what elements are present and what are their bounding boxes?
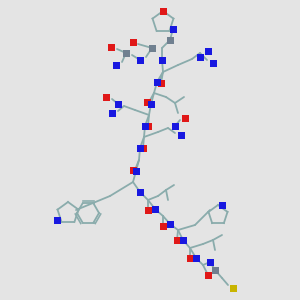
- Bar: [152, 206, 158, 212]
- Bar: [53, 217, 61, 224]
- Bar: [109, 110, 116, 116]
- Bar: [160, 8, 167, 14]
- Bar: [158, 56, 166, 64]
- Bar: [160, 223, 167, 230]
- Bar: [136, 145, 143, 152]
- Bar: [122, 50, 130, 56]
- Bar: [196, 53, 203, 61]
- Bar: [182, 115, 188, 122]
- Bar: [142, 122, 148, 130]
- Bar: [136, 56, 143, 64]
- Bar: [158, 80, 164, 86]
- Bar: [205, 47, 212, 55]
- Bar: [130, 38, 136, 46]
- Bar: [112, 61, 119, 68]
- Bar: [145, 206, 152, 214]
- Bar: [154, 79, 160, 86]
- Bar: [206, 259, 214, 266]
- Bar: [136, 188, 143, 196]
- Bar: [179, 236, 187, 244]
- Bar: [193, 254, 200, 262]
- Bar: [167, 220, 173, 227]
- Bar: [130, 167, 136, 173]
- Bar: [107, 44, 115, 50]
- Bar: [140, 145, 146, 152]
- Bar: [187, 254, 194, 262]
- Bar: [230, 284, 236, 292]
- Bar: [148, 44, 155, 52]
- Bar: [172, 122, 178, 130]
- Bar: [218, 202, 226, 208]
- Bar: [133, 167, 140, 175]
- Bar: [148, 100, 154, 107]
- Bar: [205, 272, 212, 278]
- Bar: [169, 26, 176, 32]
- Bar: [145, 122, 152, 130]
- Bar: [115, 100, 122, 107]
- Bar: [173, 236, 181, 244]
- Bar: [167, 37, 173, 44]
- Bar: [103, 94, 110, 100]
- Bar: [209, 59, 217, 67]
- Bar: [143, 98, 151, 106]
- Bar: [178, 131, 184, 139]
- Bar: [212, 266, 218, 274]
